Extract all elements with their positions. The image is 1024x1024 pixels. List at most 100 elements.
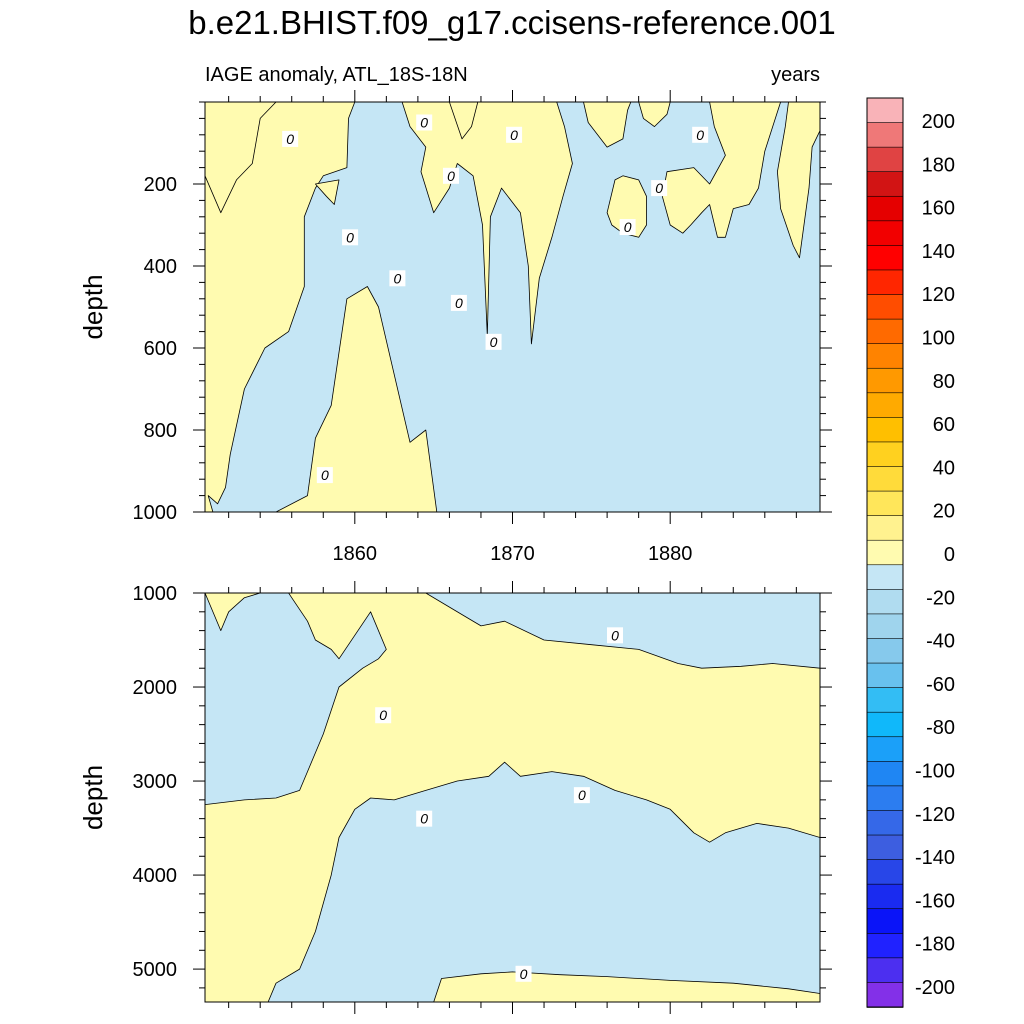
colorbar-swatch	[866, 146, 904, 173]
colorbar-swatch	[866, 318, 904, 345]
colorbar-label: -60	[926, 674, 955, 696]
y-tick-label: 200	[144, 174, 177, 196]
y-axis-title: depth	[78, 274, 108, 339]
contour-label-3: 0	[506, 126, 523, 143]
y-tick-label: 600	[144, 338, 177, 360]
colorbar-swatch	[866, 171, 904, 198]
colorbar-label: 100	[922, 328, 955, 350]
colorbar-label: 180	[922, 154, 955, 176]
colorbar-swatch	[866, 859, 904, 885]
colorbar-swatch	[866, 736, 904, 763]
colorbar-swatch	[866, 638, 904, 664]
positive-region-0	[205, 102, 356, 512]
contour-label-11: 0	[316, 467, 333, 484]
colorbar-label: 120	[922, 284, 955, 306]
colorbar-swatch	[866, 662, 904, 689]
colorbar-swatch	[866, 785, 904, 812]
colorbar-label: -20	[926, 587, 955, 609]
colorbar-swatch	[866, 122, 904, 148]
contour-label-10: 0	[485, 333, 502, 350]
contour-label-6: 0	[692, 126, 709, 143]
colorbar-swatch	[866, 466, 904, 492]
contour-label-text: 0	[346, 229, 354, 245]
colorbar-label: -140	[915, 847, 955, 869]
x-tick-label: 1880	[648, 543, 693, 565]
contour-label-0: 0	[282, 130, 299, 147]
contour-label-text: 0	[286, 131, 294, 147]
colorbar: 200180160140120100806040200-20-40-60-80-…	[866, 97, 955, 1008]
positive-region-10	[448, 102, 479, 140]
colorbar-swatch	[866, 834, 904, 861]
contour-label-text: 0	[490, 334, 498, 350]
colorbar-swatch	[866, 269, 904, 296]
y-tick-label: 4000	[133, 865, 178, 887]
colorbar-swatch	[866, 417, 904, 443]
colorbar-swatch	[866, 711, 904, 738]
colorbar-swatch	[866, 810, 904, 836]
positive-region-7	[606, 175, 647, 238]
colorbar-label: -100	[915, 761, 955, 783]
colorbar-swatch	[866, 294, 904, 320]
colorbar-swatch	[866, 245, 904, 271]
colorbar-swatch	[866, 195, 904, 222]
colorbar-swatch	[866, 564, 904, 591]
contour-label-text: 0	[578, 787, 586, 803]
positive-region-1	[205, 593, 820, 1002]
lower-panel: 0 0 0 0 0 1000 2000 3000 4000 5000 depth	[78, 581, 832, 1014]
colorbar-label: -160	[915, 890, 955, 912]
colorbar-frame	[866, 97, 904, 1008]
contour-label-2: 0	[443, 167, 459, 184]
positive-region-2	[275, 286, 438, 512]
contour-label-text: 0	[420, 811, 428, 827]
positive-region-5	[638, 102, 671, 127]
chart-subtitle-left: IAGE anomaly, ATL_18S-18N	[205, 64, 468, 86]
colorbar-label: 140	[922, 241, 955, 263]
colorbar-label: 0	[944, 544, 955, 566]
contour-label-2: 0	[607, 627, 623, 644]
colorbar-label: -40	[926, 631, 955, 653]
colorbar-swatch	[866, 687, 904, 713]
contour-label-text: 0	[696, 127, 704, 143]
colorbar-swatch	[866, 613, 904, 640]
colorbar-swatch	[866, 589, 904, 615]
contour-label-0: 0	[375, 707, 392, 724]
positive-region-6	[661, 102, 781, 238]
upper-panel: 0 0 0 0 0 0 0 0 0 0 0 0 200 400 600 800 1000 depth	[78, 90, 832, 524]
colorbar-swatch	[866, 220, 904, 247]
colorbar-label: 80	[933, 371, 955, 393]
chart-subtitle-right: years	[771, 64, 820, 86]
contour-label-text: 0	[510, 127, 518, 143]
contour-label-text: 0	[447, 168, 455, 184]
colorbar-label: 40	[933, 457, 955, 479]
colorbar-swatch	[866, 490, 904, 517]
contour-label-1: 0	[416, 114, 433, 131]
contour-label-text: 0	[321, 467, 329, 483]
contour-label-8: 0	[389, 270, 406, 287]
colorbar-label: -200	[915, 977, 955, 999]
colorbar-swatch	[866, 539, 904, 566]
contour-label-9: 0	[450, 294, 467, 311]
contour-label-text: 0	[520, 966, 528, 982]
contour-label-4: 0	[515, 965, 532, 982]
colorbar-swatch	[866, 883, 904, 910]
colorbar-swatch	[866, 982, 904, 1008]
colorbar-swatch	[866, 441, 904, 468]
colorbar-swatch	[866, 761, 904, 787]
colorbar-swatch	[866, 343, 904, 370]
positive-region-3	[401, 102, 573, 345]
contour-label-4: 0	[619, 219, 636, 236]
colorbar-swatch	[866, 367, 904, 394]
colorbar-swatch	[866, 515, 904, 542]
contour-label-text: 0	[455, 295, 463, 311]
chart-title: b.e21.BHIST.f09_g17.ccisens-reference.00…	[188, 4, 836, 41]
colorbar-swatch	[866, 908, 904, 935]
y-axis-title: depth	[78, 765, 108, 830]
colorbar-swatch	[866, 392, 904, 419]
y-tick-label: 3000	[133, 771, 178, 793]
contour-label-text: 0	[379, 707, 387, 723]
x-tick-label: 1870	[490, 543, 535, 565]
positive-region-8	[777, 102, 820, 259]
colorbar-label: 60	[933, 414, 955, 436]
contour-label-text: 0	[420, 115, 428, 131]
